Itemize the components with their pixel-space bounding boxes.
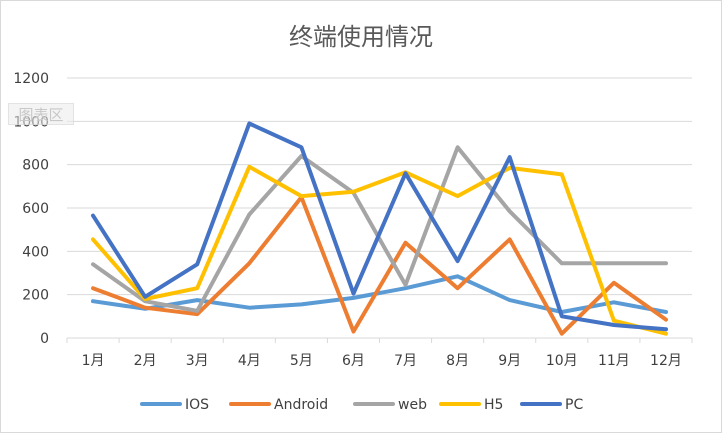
legend-label: IOS [185,397,209,413]
chart-area-watermark: 图表区 [8,103,74,125]
x-tick-label: 9月 [498,353,521,369]
series-lines [93,124,666,334]
x-tick-label: 10月 [546,353,578,369]
legend-label: Android [274,397,328,413]
y-tick-label: 200 [22,288,49,304]
y-tick-label: 1200 [13,71,49,87]
legend-item-web: web [355,397,427,413]
legend-item-h5: H5 [441,397,503,413]
x-tick-label: 3月 [186,353,209,369]
x-tick-label: 7月 [394,353,417,369]
x-tick-label: 5月 [290,353,313,369]
x-tick-label: 1月 [82,353,105,369]
x-tick-label: 4月 [238,353,261,369]
y-tick-label: 600 [22,201,49,217]
legend-item-android: Android [231,397,328,413]
y-tick-label: 0 [40,331,49,347]
chart-title: 终端使用情况 [289,23,433,51]
legend-label: H5 [484,397,503,413]
legend-label: PC [565,397,583,413]
y-tick-label: 400 [22,244,49,260]
x-tick-label: 12月 [650,353,682,369]
x-axis [67,338,692,343]
x-tick-label: 8月 [446,353,469,369]
legend-item-pc: PC [522,397,583,413]
x-axis-ticks: 1月 2月 3月 4月 5月 6月 7月 8月 9月 10月 11月 12月 [82,353,682,369]
legend-item-ios: IOS [142,397,209,413]
x-tick-label: 2月 [134,353,157,369]
x-tick-label: 11月 [598,353,630,369]
y-tick-label: 800 [22,158,49,174]
x-tick-label: 6月 [342,353,365,369]
series-line-android [93,197,666,334]
legend: IOS Android web H5 PC [142,397,583,413]
legend-label: web [398,397,427,413]
